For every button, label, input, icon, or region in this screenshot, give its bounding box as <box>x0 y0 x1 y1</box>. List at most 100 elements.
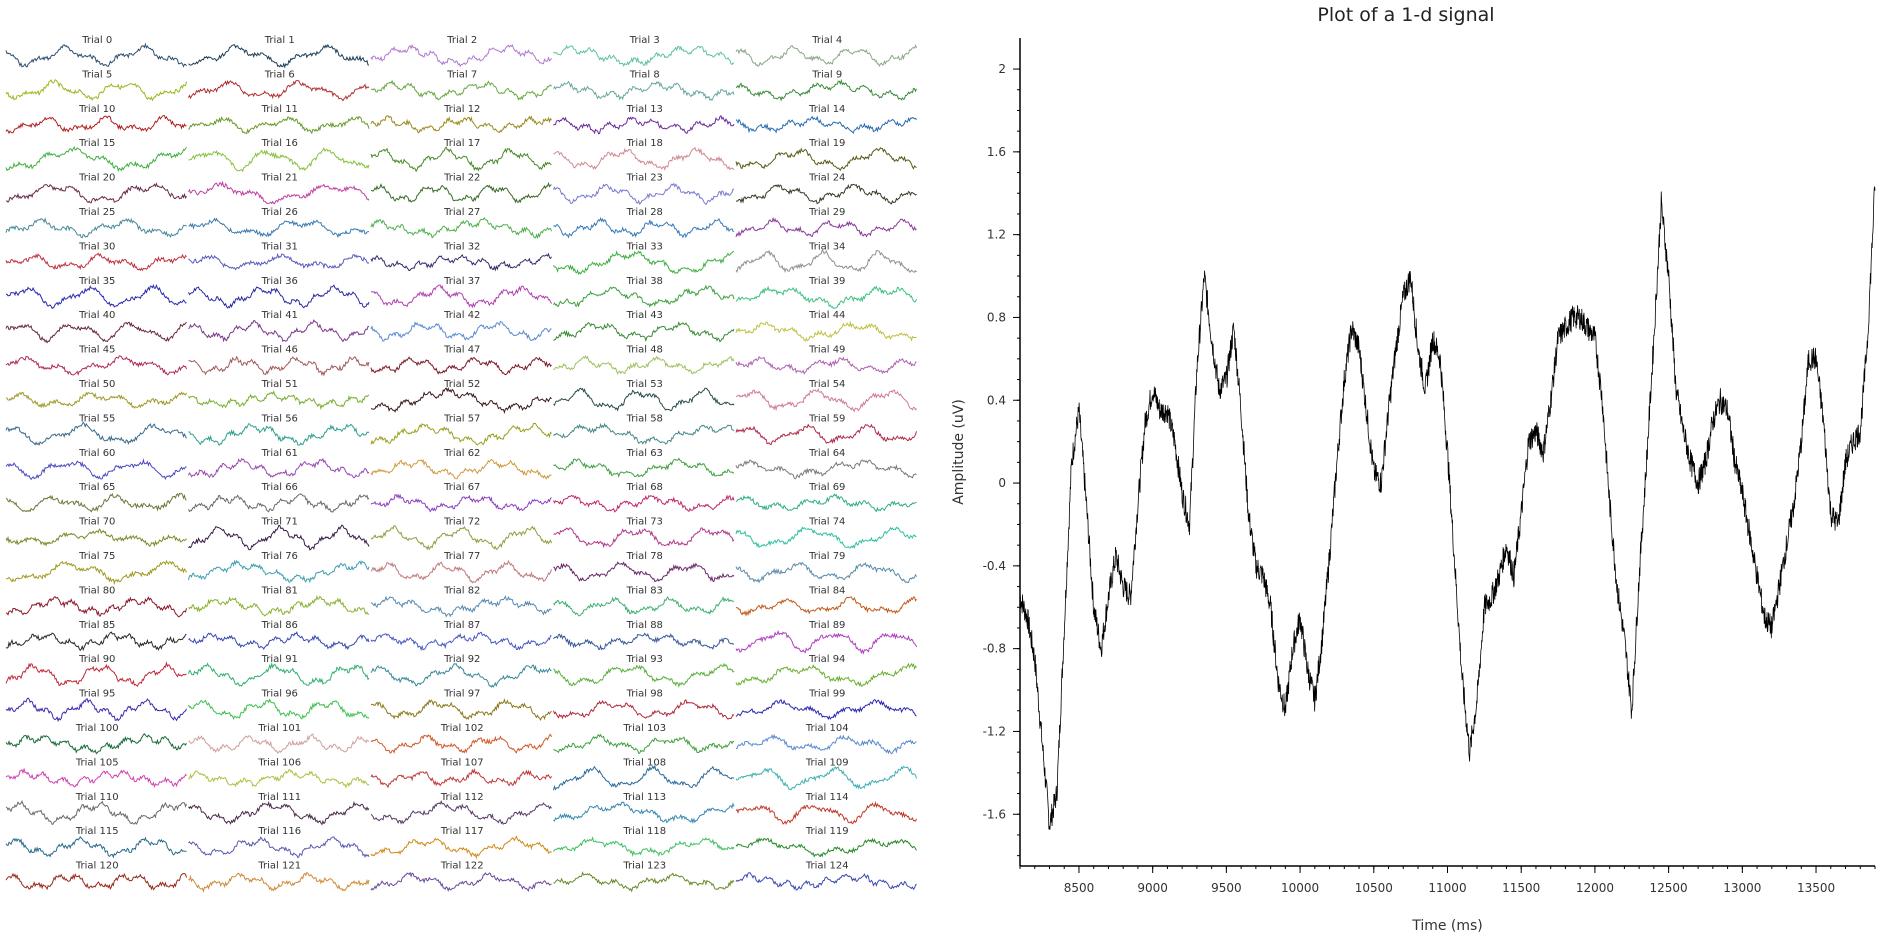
trial-label: Trial 117 <box>440 826 484 837</box>
trial-label: Trial 42 <box>443 310 480 321</box>
trial-label: Trial 101 <box>257 723 301 734</box>
trial-label: Trial 97 <box>443 689 480 700</box>
x-tick-label: 11000 <box>1428 881 1466 895</box>
trial-label: Trial 84 <box>808 585 845 596</box>
trial-trace <box>188 524 370 551</box>
trials-grid-svg: Trial 0 Trial 1 Trial 2 Trial 3 Trial 4 Trial… <box>5 35 917 893</box>
y-tick-label: 2 <box>998 62 1006 76</box>
trial-label: Trial 36 <box>261 276 298 287</box>
trial-trace <box>553 182 735 206</box>
trial-trace <box>735 733 917 755</box>
trial-trace <box>5 421 187 446</box>
signal-chart: Plot of a 1-d signal 2 1.6 1.2 0.8 0.4 0 -0.4 -… <box>930 0 1882 937</box>
trial-label: Trial 58 <box>626 413 663 424</box>
trial-label: Trial 47 <box>443 345 480 356</box>
trial-trace <box>5 321 187 344</box>
trial-label: Trial 71 <box>261 517 298 528</box>
trial-trace <box>735 837 917 858</box>
trial-trace <box>370 835 552 860</box>
trial-label: Trial 67 <box>443 482 480 493</box>
trial-label: Trial 44 <box>808 310 845 321</box>
signal-line <box>1019 186 1876 830</box>
trial-trace <box>735 355 917 375</box>
trial-trace <box>5 115 187 135</box>
trial-trace <box>188 661 370 687</box>
trial-label: Trial 95 <box>78 689 115 700</box>
trial-trace <box>188 631 370 651</box>
trial-trace <box>553 422 735 445</box>
trial-label: Trial 0 <box>81 35 112 46</box>
trial-label: Trial 54 <box>808 379 845 390</box>
trial-trace <box>370 631 552 652</box>
trial-trace <box>370 181 552 204</box>
trial-trace <box>5 836 187 859</box>
x-tick-label: 8500 <box>1064 881 1095 895</box>
trial-label: Trial 7 <box>446 69 477 80</box>
trial-trace <box>5 145 187 172</box>
x-tick-label: 11500 <box>1502 881 1540 895</box>
y-tick-label: -1.6 <box>983 807 1006 821</box>
trial-label: Trial 72 <box>443 517 480 528</box>
trial-label: Trial 51 <box>261 379 298 390</box>
trial-trace <box>553 44 735 68</box>
x-tick-label: 12500 <box>1650 881 1688 895</box>
trial-label: Trial 93 <box>626 654 663 665</box>
trial-trace <box>5 182 187 204</box>
trial-label: Trial 77 <box>443 551 480 562</box>
trial-trace <box>188 43 370 69</box>
trial-label: Trial 55 <box>78 413 115 424</box>
trial-trace <box>735 388 917 413</box>
trial-label: Trial 38 <box>626 276 663 287</box>
trial-label: Trial 88 <box>626 620 663 631</box>
trial-trace <box>5 528 187 548</box>
trial-label: Trial 53 <box>626 379 663 390</box>
trial-label: Trial 34 <box>808 241 845 252</box>
trial-trace <box>553 80 735 102</box>
trial-trace <box>370 595 552 618</box>
trial-trace <box>188 769 370 789</box>
trial-trace <box>370 216 552 240</box>
trial-label: Trial 105 <box>75 757 119 768</box>
trial-trace <box>370 320 552 342</box>
trial-trace <box>735 493 917 513</box>
trial-label: Trial 79 <box>808 551 845 562</box>
trial-label: Trial 70 <box>78 517 115 528</box>
trial-label: Trial 81 <box>261 585 298 596</box>
trial-trace <box>553 662 735 689</box>
trial-label: Trial 35 <box>78 276 115 287</box>
trial-trace <box>188 733 370 754</box>
trial-label: Trial 99 <box>808 689 845 700</box>
trial-trace <box>553 494 735 513</box>
trial-label: Trial 78 <box>626 551 663 562</box>
trial-label: Trial 49 <box>808 345 845 356</box>
trial-trace <box>370 284 552 309</box>
y-axis-label: Amplitude (uV) <box>951 399 967 505</box>
trial-label: Trial 15 <box>78 138 115 149</box>
trial-trace <box>735 320 917 342</box>
trial-label: Trial 22 <box>443 173 480 184</box>
trial-label: Trial 96 <box>261 689 298 700</box>
trial-trace <box>735 800 917 825</box>
trial-label: Trial 110 <box>75 792 119 803</box>
trial-trace <box>188 319 370 343</box>
x-tick-label: 13500 <box>1797 881 1835 895</box>
trial-trace <box>5 79 187 102</box>
trial-trace <box>735 147 917 172</box>
trial-label: Trial 56 <box>261 413 298 424</box>
trial-label: Trial 118 <box>622 826 666 837</box>
trial-trace <box>5 872 187 891</box>
trial-trace <box>553 527 735 549</box>
trial-label: Trial 48 <box>626 345 663 356</box>
trial-label: Trial 103 <box>622 723 666 734</box>
trial-trace <box>735 183 917 205</box>
x-tick-label: 13000 <box>1723 881 1761 895</box>
trial-label: Trial 25 <box>78 207 115 218</box>
trial-label: Trial 113 <box>622 792 666 803</box>
trial-trace <box>735 765 917 791</box>
chart-title: Plot of a 1-d signal <box>1317 4 1495 26</box>
trial-trace <box>553 387 735 412</box>
trial-label: Trial 60 <box>78 448 115 459</box>
trial-trace <box>5 697 187 723</box>
trial-trace <box>370 733 552 754</box>
trial-label: Trial 13 <box>626 104 663 115</box>
